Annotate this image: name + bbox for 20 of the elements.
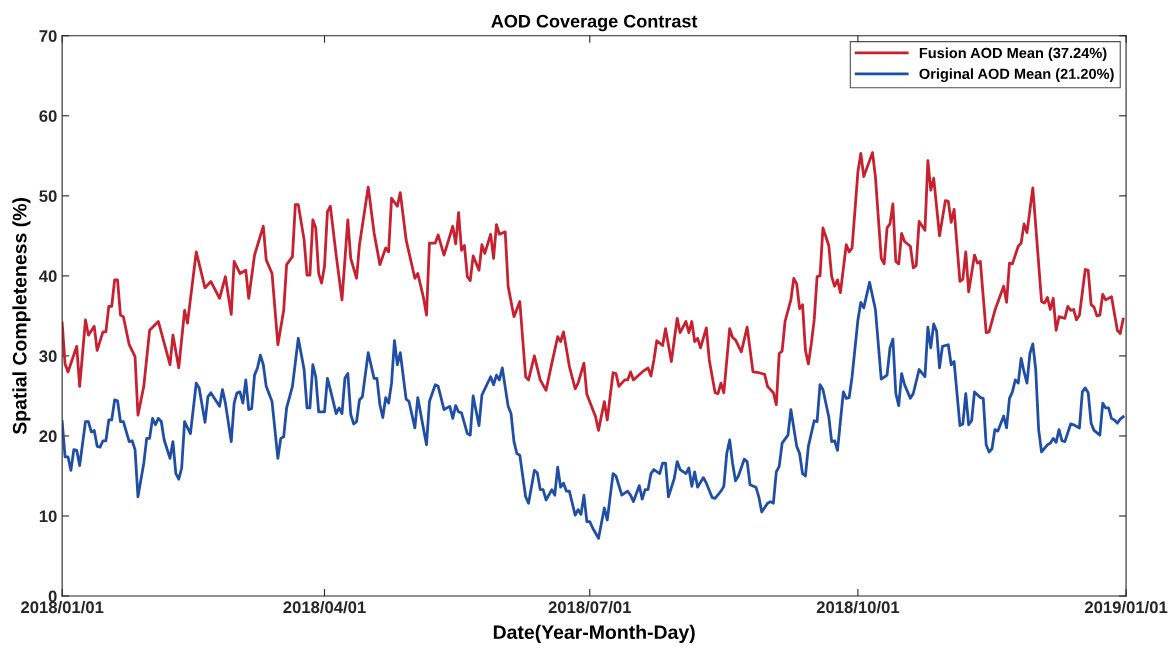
x-tick-label: 2018/10/01: [816, 600, 900, 614]
y-tick-label: 30: [39, 350, 57, 363]
x-tick-label: 2019/01/01: [1084, 600, 1168, 614]
y-tick-label: 10: [39, 510, 57, 523]
legend-label: Original AOD Mean (21.20%): [919, 68, 1114, 82]
x-tick-label: 2018/07/01: [548, 600, 631, 614]
line-series: [62, 280, 1125, 540]
x-tick-label: 2018/04/01: [283, 600, 366, 614]
y-tick-label: 50: [39, 190, 57, 203]
line-series: [62, 151, 1125, 432]
y-tick-label: 40: [39, 270, 57, 283]
x-tick-label: 2018/01/01: [21, 600, 104, 614]
y-tick-label: 20: [39, 430, 57, 443]
y-axis-title: Spatial Completeness (%): [12, 198, 31, 435]
y-tick-label: 0: [48, 590, 57, 603]
legend-label: Fusion AOD Mean (37.24%): [919, 47, 1107, 62]
chart-title: AOD Coverage Contrast: [491, 14, 698, 32]
y-tick-label: 60: [39, 110, 57, 122]
y-tick-label: 70: [39, 30, 57, 42]
x-axis-title: Date(Year-Month-Day): [493, 624, 695, 643]
